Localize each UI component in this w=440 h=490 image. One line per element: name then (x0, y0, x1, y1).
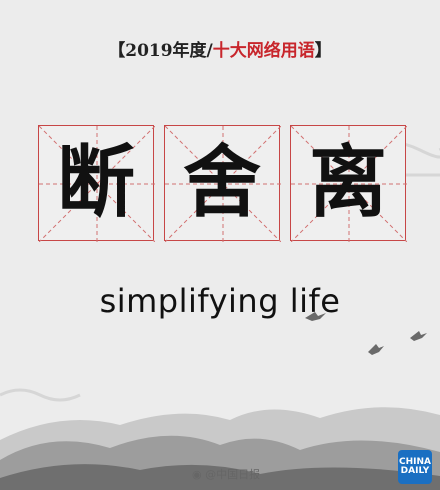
logo-line-2: DAILY (400, 466, 430, 476)
grid-guides (291, 126, 407, 242)
character-duan: 断 (56, 137, 135, 228)
character-li: 离 (308, 137, 387, 228)
header-open-bracket: 【 (108, 41, 126, 61)
page-header: 【2019年度/十大网络用语】 (0, 36, 440, 61)
english-subtitle: simplifying life (99, 282, 341, 320)
mountain-front (0, 464, 440, 490)
china-daily-logo: CHINA DAILY (398, 450, 432, 484)
flying-birds (305, 312, 427, 355)
weibo-credit: ◉ @中国日报 (192, 466, 260, 482)
character-she: 舍 (182, 137, 261, 228)
calligraphy-cell-duan: 断 (38, 125, 155, 242)
calligraphy-cell-li: 离 (290, 125, 407, 242)
logo-line-1: CHINA (399, 456, 431, 467)
grid-guides (39, 126, 155, 242)
grid-guides (165, 126, 281, 242)
header-close-bracket: 】 (314, 41, 332, 61)
header-title: 十大网络用语 (212, 41, 315, 61)
header-year-label: 2019年度/ (125, 41, 213, 61)
calligraphy-grid: 断 舍 离 (38, 125, 407, 242)
weibo-icon: ◉ (192, 468, 202, 481)
calligraphy-cell-she: 舍 (164, 125, 281, 242)
weibo-handle: @中国日报 (205, 468, 261, 481)
